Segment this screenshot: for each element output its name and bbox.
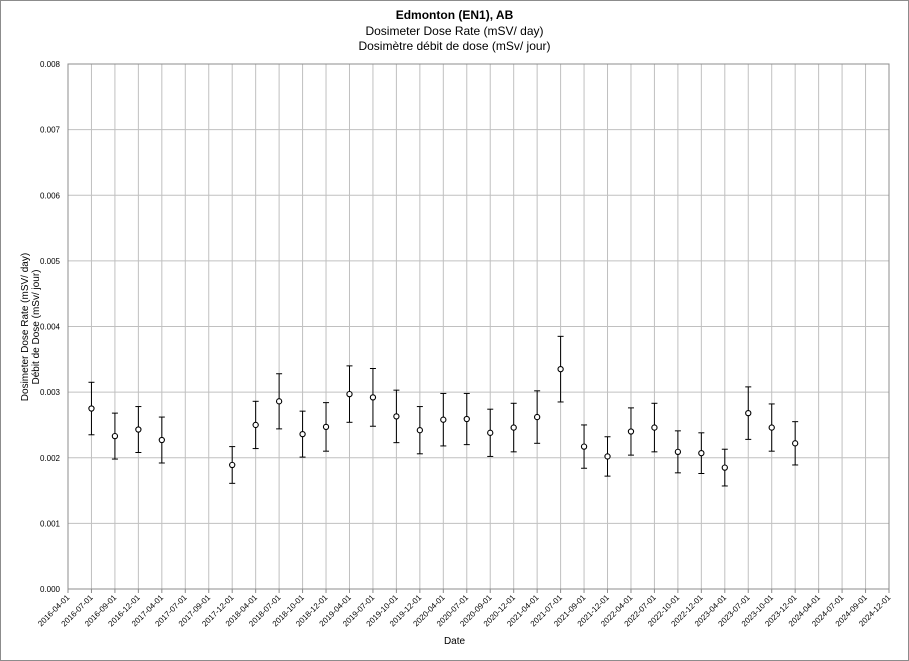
y-tick-label: 0.004 [40, 323, 61, 332]
y-tick-label: 0.000 [40, 585, 61, 594]
data-point-marker [369, 394, 377, 401]
data-point-marker [768, 424, 775, 431]
y-tick-label: 0.003 [40, 388, 61, 397]
data-point-marker [299, 430, 306, 438]
data-point-marker [275, 398, 283, 405]
data-point-marker [88, 405, 95, 412]
data-point-marker [135, 426, 142, 433]
data-point-marker [252, 421, 259, 429]
data-point-marker [533, 413, 541, 421]
data-point-marker [346, 390, 353, 398]
data-point-marker [440, 416, 447, 423]
data-point-marker [674, 448, 682, 455]
y-tick-label: 0.008 [40, 60, 61, 69]
data-point-marker [651, 424, 658, 431]
data-point-marker [393, 413, 400, 420]
plot-area-border [67, 63, 890, 590]
data-point-marker [698, 450, 705, 457]
data-point-marker [580, 443, 588, 450]
data-point-marker [510, 424, 517, 431]
data-point-marker [463, 415, 470, 423]
data-point-marker [557, 366, 564, 373]
data-point-marker [322, 423, 330, 431]
data-point-marker [229, 461, 236, 469]
data-point-marker [721, 464, 728, 471]
data-point-marker [627, 428, 635, 435]
data-point-marker [792, 440, 799, 447]
y-tick-label: 0.002 [40, 454, 61, 463]
chart-title: Edmonton (EN1), AB [395, 8, 514, 22]
y-tick-label: 0.001 [40, 519, 61, 528]
data-point-marker [745, 409, 752, 417]
x-axis-label: Date [443, 636, 466, 647]
data-point-marker [416, 427, 424, 434]
data-point-marker [111, 432, 119, 440]
data-point-marker [487, 429, 494, 436]
data-point-marker [158, 436, 165, 444]
chart-subtitle-french: Dosimètre débit de dose (mSv/ jour) [358, 39, 551, 53]
y-tick-label: 0.007 [40, 126, 61, 135]
y-tick-label: 0.005 [40, 257, 61, 266]
data-point-marker [604, 453, 611, 460]
y-tick-label: 0.006 [40, 191, 61, 200]
chart-subtitle-english: Dosimeter Dose Rate (mSV/ day) [365, 24, 544, 38]
